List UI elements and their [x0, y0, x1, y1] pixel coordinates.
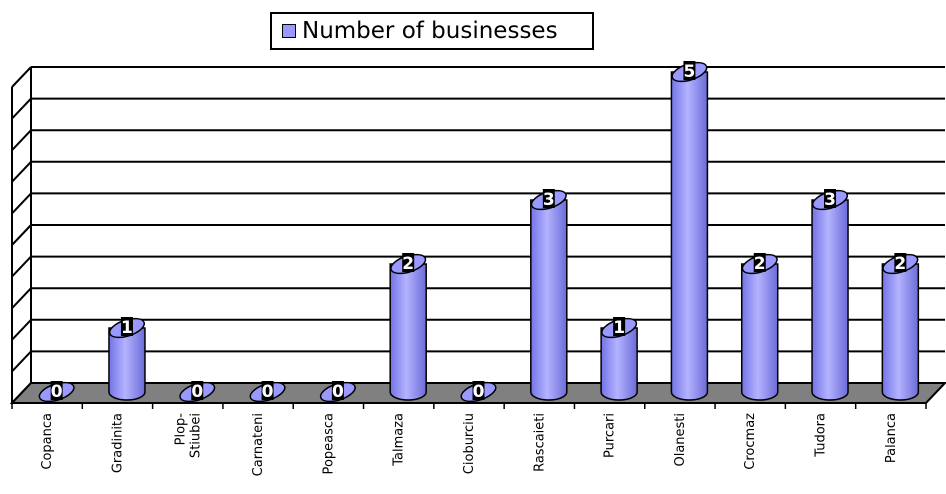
tick-label-group: Gradinita [110, 413, 125, 473]
tick-label-group: Cioburciu [462, 413, 477, 474]
side-wall-gridline [11, 287, 32, 309]
data-label-bg [894, 253, 907, 272]
tick-label-group: Crocmaz [743, 413, 758, 470]
data-label-bg [402, 253, 415, 272]
tick-label-group: Purcari [603, 413, 618, 458]
bar-body [740, 263, 779, 401]
category-label: Cioburciu [462, 413, 477, 474]
data-label-bg [50, 381, 63, 400]
category-label: Carnateni [251, 413, 266, 476]
bar-body [881, 263, 920, 401]
data-label: 0 [262, 382, 274, 402]
data-label: 3 [543, 190, 555, 210]
bar-body [530, 199, 568, 401]
side-wall-gridline [11, 161, 32, 183]
category-label: Plop- [173, 413, 188, 446]
tick-label-group: Olanesti [673, 413, 688, 467]
bar-body [389, 263, 427, 401]
data-label: 0 [332, 382, 344, 402]
data-label: 1 [121, 318, 133, 338]
tick-label-group: Copanca [40, 413, 55, 470]
bar-body [811, 199, 849, 401]
side-wall-gridline [11, 97, 32, 120]
bar-body [108, 327, 146, 401]
category-label: Olanesti [673, 413, 688, 467]
data-label: 0 [51, 382, 63, 402]
tick-label-group: Talmaza [392, 413, 407, 467]
side-wall-gridline [11, 129, 32, 151]
tick-label-group: Palanca [884, 413, 899, 463]
tick-label-group: Rascaieti [532, 413, 547, 472]
category-label: Gradinita [110, 413, 125, 473]
category-label: Palanca [884, 413, 899, 463]
tick-label-group: Carnateni [251, 413, 266, 476]
data-label-bg [191, 381, 204, 400]
data-label-bg [120, 317, 133, 336]
category-label: Stiubei [188, 413, 203, 458]
category-label: Crocmaz [743, 413, 758, 470]
category-label: Copanca [40, 413, 55, 470]
data-label: 2 [402, 254, 414, 274]
tick-label-group: Tudora [814, 413, 829, 458]
data-label: 3 [824, 190, 836, 210]
data-label: 2 [894, 254, 906, 274]
category-label: Talmaza [392, 413, 407, 467]
legend-swatch [282, 24, 296, 38]
bar [811, 189, 849, 401]
side-wall-gridline [11, 192, 32, 215]
data-label-bg [613, 317, 626, 336]
data-label-bg [472, 381, 485, 400]
bar [389, 253, 427, 401]
side-wall-gridline [11, 350, 32, 373]
side-wall-gridline [11, 66, 32, 88]
bar [881, 253, 920, 401]
data-label-bg [331, 381, 344, 400]
data-label: 0 [191, 382, 203, 402]
legend: Number of businesses [270, 12, 594, 50]
bar [530, 189, 568, 401]
data-label: 5 [684, 62, 696, 82]
data-label-bg [824, 189, 837, 208]
data-label: 0 [473, 382, 485, 402]
category-label: Tudora [814, 413, 829, 458]
data-label: 2 [754, 254, 766, 274]
tick-label-group: Plop- Stiubei [173, 413, 203, 458]
category-label: Purcari [603, 413, 618, 458]
bar [670, 61, 709, 401]
side-wall-gridline [11, 319, 32, 341]
data-label-bg [261, 381, 274, 400]
data-label-bg [753, 253, 766, 272]
bar [740, 253, 779, 401]
legend-label: Number of businesses [302, 18, 558, 44]
bar-body [600, 327, 638, 401]
data-label-bg [683, 61, 696, 80]
tick-label-group: Popeasca [321, 413, 336, 474]
side-wall-gridline [11, 224, 32, 246]
category-label: Rascaieti [532, 413, 547, 472]
side-wall-gridline [11, 255, 32, 278]
data-label: 1 [613, 318, 625, 338]
data-label-bg [542, 189, 555, 208]
category-label: Popeasca [321, 413, 336, 474]
bar-body [670, 71, 709, 401]
